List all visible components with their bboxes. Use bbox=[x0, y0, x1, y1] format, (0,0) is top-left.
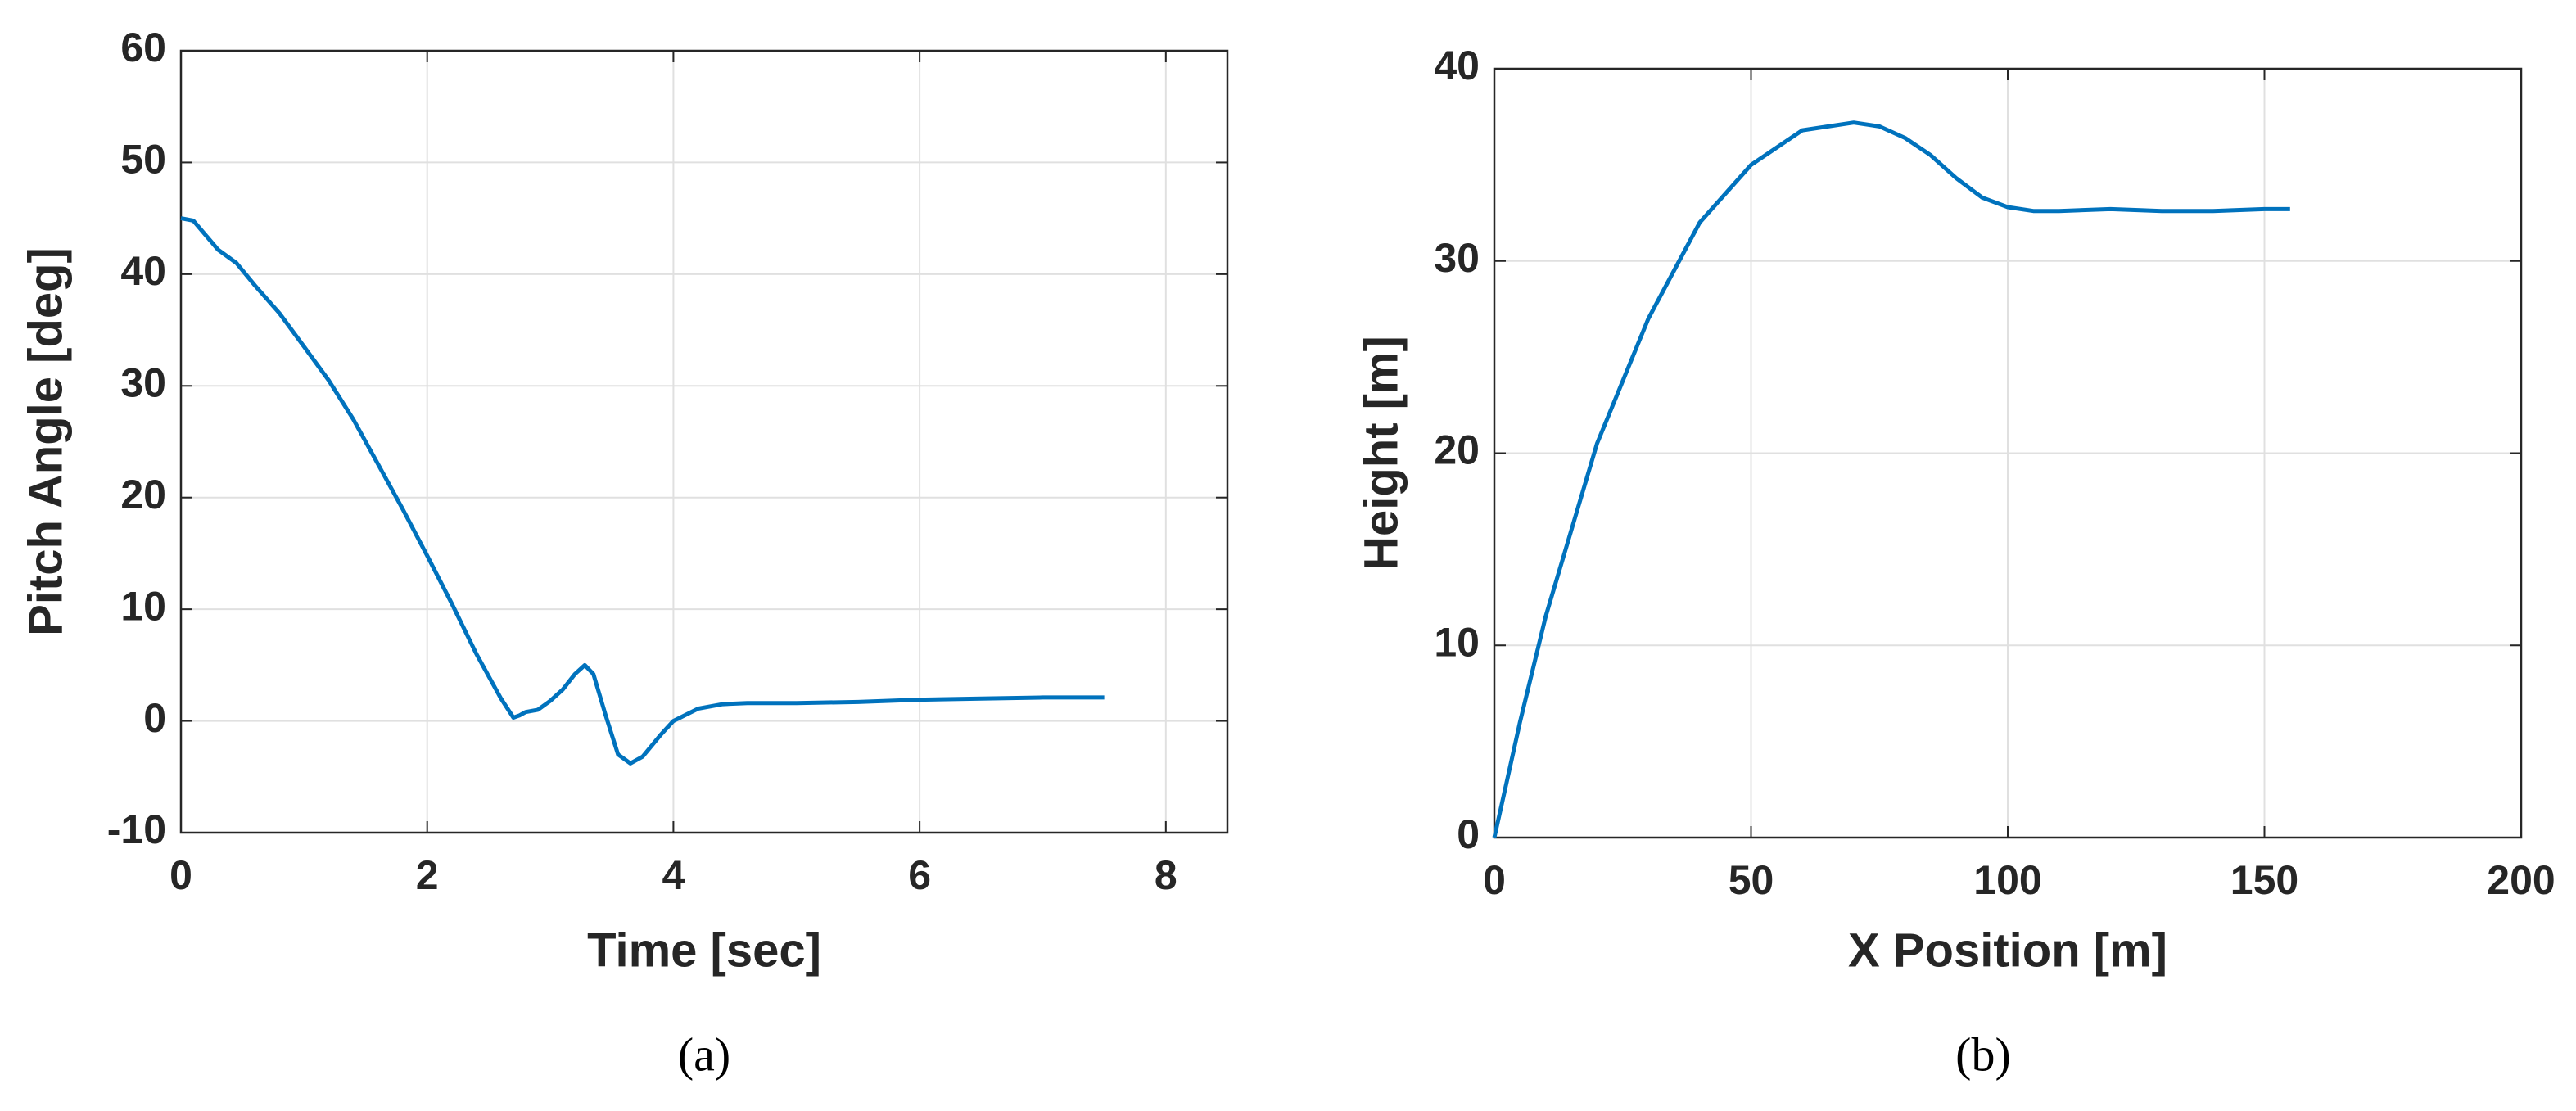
y-axis-label: Pitch Angle [deg] bbox=[19, 247, 72, 636]
caption: (a) bbox=[678, 1027, 730, 1081]
x-axis-label: X Position [m] bbox=[1848, 924, 2167, 977]
x-tick-label: 50 bbox=[1729, 857, 1774, 903]
y-tick-label: 0 bbox=[143, 695, 166, 741]
y-tick-label: 10 bbox=[1434, 619, 1480, 665]
axes-box bbox=[1493, 67, 2523, 839]
x-tick-label: 2 bbox=[416, 852, 439, 898]
plot-area bbox=[181, 51, 1227, 833]
x-tick-label: 0 bbox=[169, 852, 192, 898]
x-tick-label: 6 bbox=[908, 852, 931, 898]
y-tick-label: 30 bbox=[1434, 235, 1480, 281]
y-tick-label: 10 bbox=[120, 583, 166, 629]
y-tick-label: 40 bbox=[120, 248, 166, 294]
x-tick-label: 200 bbox=[2487, 857, 2555, 903]
x-tick-label: 150 bbox=[2230, 857, 2298, 903]
y-axis-label: Height [m] bbox=[1354, 336, 1408, 571]
y-tick-label: 60 bbox=[120, 25, 166, 70]
y-tick-label: 20 bbox=[1434, 427, 1480, 473]
data-line bbox=[1492, 120, 2290, 838]
y-tick-label: 40 bbox=[1434, 43, 1480, 88]
x-tick-label: 0 bbox=[1483, 857, 1506, 903]
x-axis-label: Time [sec] bbox=[587, 924, 821, 977]
y-tick-label: 0 bbox=[1457, 811, 1480, 857]
y-tick-label: 50 bbox=[120, 137, 166, 183]
x-tick-label: 100 bbox=[1973, 857, 2041, 903]
data-line bbox=[180, 216, 1105, 766]
axes-box bbox=[179, 49, 1229, 834]
y-tick-label: 30 bbox=[120, 359, 166, 405]
x-tick-label: 8 bbox=[1155, 852, 1177, 898]
y-tick-label: 20 bbox=[120, 472, 166, 517]
caption: (b) bbox=[1955, 1027, 2011, 1081]
y-tick-label: -10 bbox=[107, 806, 166, 852]
x-tick-label: 4 bbox=[662, 852, 685, 898]
